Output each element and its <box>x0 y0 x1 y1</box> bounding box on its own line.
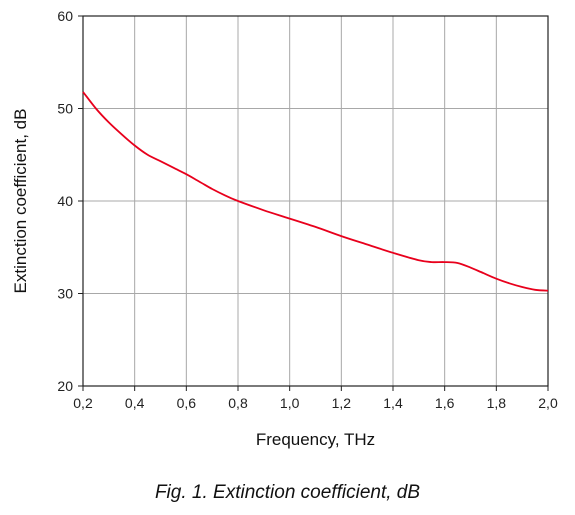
figure-caption: Fig. 1. Extinction coefficient, dB <box>154 482 421 503</box>
x-tick-label: 1,2 <box>332 395 352 411</box>
x-axis-ticks: 0,2 0,4 0,6 0,8 1,0 1,2 1,4 1,6 1,8 2,0 <box>73 386 558 411</box>
series-line <box>82 91 549 292</box>
line-chart: 0,2 0,4 0,6 0,8 1,0 1,2 1,4 1,6 1,8 2,0 20 30 40 50 6… <box>11 8 558 449</box>
y-tick-label: 20 <box>57 378 73 394</box>
y-axis-ticks: 20 30 40 50 60 <box>57 8 83 394</box>
x-tick-label: 1,4 <box>383 395 403 411</box>
y-tick-label: 50 <box>57 101 73 117</box>
x-tick-label: 1,0 <box>280 395 300 411</box>
x-tick-label: 1,8 <box>487 395 507 411</box>
y-tick-label: 30 <box>57 286 73 302</box>
x-tick-label: 1,6 <box>435 395 455 411</box>
x-tick-label: 0,4 <box>125 395 145 411</box>
x-tick-label: 0,6 <box>177 395 197 411</box>
x-tick-label: 0,8 <box>228 395 248 411</box>
x-axis-label: Frequency, THz <box>256 430 375 449</box>
x-tick-label: 0,2 <box>73 395 93 411</box>
series-lines <box>82 91 549 292</box>
grid-lines <box>83 16 548 386</box>
y-axis-label: Extinction coefficient, dB <box>11 109 30 294</box>
y-tick-label: 60 <box>57 8 73 24</box>
y-tick-label: 40 <box>57 193 73 209</box>
x-tick-label: 2,0 <box>538 395 558 411</box>
